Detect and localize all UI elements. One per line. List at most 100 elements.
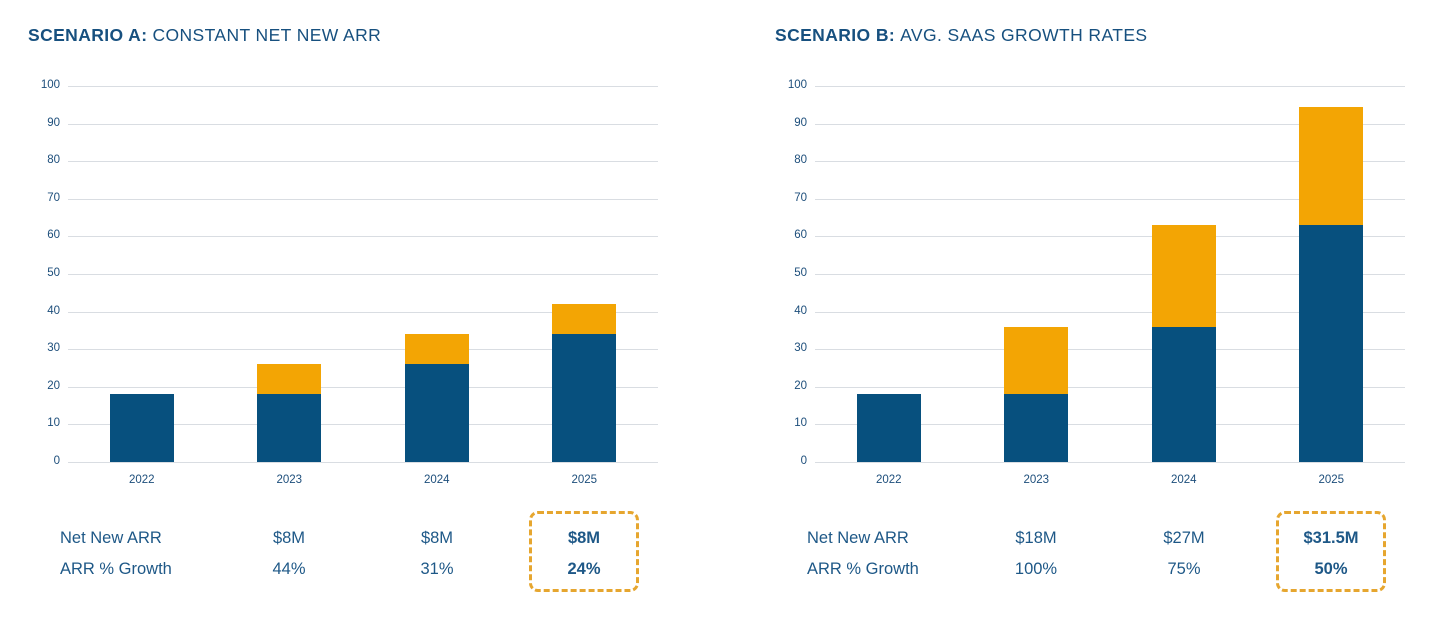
- chart-scenario-b: 0 10 20 30 40 50 60 70 80 90 100 2022 2023 2024 2025: [775, 75, 1435, 495]
- table-value: $8M: [272, 529, 306, 547]
- gridline: 80: [47, 154, 658, 166]
- y-axis-label: 50: [47, 267, 60, 279]
- table-row: ARR % Growth 100% 75% 50%: [775, 554, 1435, 585]
- gridline: 0: [801, 455, 1405, 467]
- table-value: 44%: [272, 560, 306, 578]
- table-value: $27M: [1163, 529, 1205, 547]
- x-axis-label: 2025: [1318, 474, 1345, 486]
- scenario-b-title-prefix: SCENARIO B:: [775, 25, 896, 45]
- x-axis-label: 2024: [1170, 474, 1197, 486]
- y-axis-label: 90: [47, 116, 60, 129]
- y-axis-label: 10: [794, 417, 807, 430]
- y-axis-label: 30: [47, 342, 60, 355]
- table-value: 24%: [567, 560, 601, 578]
- gridline: 60: [47, 229, 658, 241]
- x-axis-label: 2023: [276, 474, 303, 486]
- highlight-box-2025-scenario-b: [1276, 511, 1386, 592]
- table-row: Net New ARR $18M $27M $31.5M: [775, 523, 1435, 554]
- y-axis-label: 30: [794, 342, 807, 355]
- gridline: 70: [794, 192, 1405, 204]
- gridline: 0: [54, 455, 658, 467]
- bar-segment: [1151, 326, 1216, 462]
- gridline: 90: [47, 117, 658, 129]
- gridline: 30: [794, 342, 1405, 354]
- bar-segment: [1299, 225, 1364, 462]
- x-axis-label: 2022: [128, 474, 155, 486]
- table-value: 75%: [1167, 560, 1201, 578]
- gridline: 50: [794, 267, 1405, 279]
- gridline: 20: [794, 380, 1405, 392]
- y-axis-label: 100: [787, 79, 807, 91]
- gridline: 100: [788, 79, 1405, 91]
- table-row-label: Net New ARR: [807, 529, 909, 547]
- metrics-table-scenario-a: Net New ARR $8M $8M $8M ARR % Growth 44% 31% 24…: [28, 523, 688, 585]
- scenario-a-title: SCENARIO A: CONSTANT NET NEW ARR: [28, 25, 693, 46]
- scenario-b-title: SCENARIO B: AVG. SAAS GROWTH RATES: [775, 25, 1438, 46]
- gridline: 90: [794, 117, 1405, 129]
- table-value: 50%: [1314, 560, 1348, 578]
- table-row-label: ARR % Growth: [807, 560, 919, 578]
- gridline: 10: [47, 417, 658, 429]
- plot-area-scenario-a: 0 10 20 30 40 50 60 70 80 90 100 2022 2023 2024 2025: [41, 79, 658, 486]
- x-axis-label: 2025: [571, 474, 598, 486]
- bar-segment: [552, 304, 617, 335]
- y-axis-label: 0: [800, 455, 807, 467]
- gridline: 70: [47, 192, 658, 204]
- scenario-b-title-text: AVG. SAAS GROWTH RATES: [900, 25, 1148, 45]
- y-axis-label: 0: [53, 455, 60, 467]
- table-value: 100%: [1014, 560, 1058, 578]
- y-axis-label: 100: [40, 79, 60, 91]
- bar-segment: [856, 394, 921, 462]
- bar-segment: [404, 364, 469, 462]
- x-axis-label: 2024: [423, 474, 450, 486]
- bar-segment: [552, 334, 617, 462]
- gridline: 30: [47, 342, 658, 354]
- scenario-a-title-text: CONSTANT NET NEW ARR: [152, 25, 382, 45]
- plot-area-scenario-b: 0 10 20 30 40 50 60 70 80 90 100 2022 2023 2024 2025: [788, 79, 1405, 486]
- x-axis-label: 2022: [875, 474, 902, 486]
- y-axis-label: 20: [47, 379, 60, 392]
- bar-segment: [257, 394, 322, 462]
- y-axis-label: 20: [794, 379, 807, 392]
- gridline: 40: [794, 305, 1405, 317]
- y-axis-label: 40: [794, 304, 807, 317]
- y-axis-label: 70: [47, 191, 60, 204]
- bar-segment: [1151, 225, 1216, 327]
- scenario-b-panel: SCENARIO B: AVG. SAAS GROWTH RATES 0 10 20 3…: [775, 25, 1438, 605]
- bar-segment: [257, 364, 322, 395]
- gridline: 80: [794, 154, 1405, 166]
- chart-scenario-a: 0 10 20 30 40 50 60 70 80 90 100 2022 2023 2024 2025: [28, 75, 688, 495]
- y-axis-label: 90: [794, 116, 807, 129]
- y-axis-label: 60: [794, 229, 807, 242]
- scenario-a-panel: SCENARIO A: CONSTANT NET NEW ARR 0 10 20 30 4…: [28, 25, 693, 605]
- table-value: $8M: [567, 529, 601, 547]
- table-row: ARR % Growth 44% 31% 24%: [28, 554, 688, 585]
- y-axis-label: 40: [47, 304, 60, 317]
- table-row-label: ARR % Growth: [60, 560, 172, 578]
- table-row-label: Net New ARR: [60, 529, 162, 547]
- table-row: Net New ARR $8M $8M $8M: [28, 523, 688, 554]
- gridline: 20: [47, 380, 658, 392]
- y-axis-label: 80: [794, 154, 807, 167]
- bar-segment: [404, 334, 469, 365]
- scenario-a-title-prefix: SCENARIO A:: [28, 25, 148, 45]
- y-axis-label: 80: [47, 154, 60, 167]
- highlight-box-2025-scenario-a: [529, 511, 639, 592]
- bar-segment: [1004, 326, 1069, 395]
- gridline: 50: [47, 267, 658, 279]
- bar-segment: [109, 394, 174, 462]
- bar-segment: [1299, 106, 1364, 226]
- gridline: 10: [794, 417, 1405, 429]
- table-value: $31.5M: [1303, 529, 1359, 547]
- metrics-table-scenario-b: Net New ARR $18M $27M $31.5M ARR % Growth 100…: [775, 523, 1435, 585]
- y-axis-label: 50: [794, 267, 807, 279]
- y-axis-label: 70: [794, 191, 807, 204]
- gridline: 60: [794, 229, 1405, 241]
- bar-segment: [1004, 394, 1069, 462]
- y-axis-label: 60: [47, 229, 60, 242]
- table-value: 31%: [420, 560, 454, 578]
- y-axis-label: 10: [47, 417, 60, 430]
- table-value: $8M: [420, 529, 454, 547]
- table-value: $18M: [1015, 529, 1057, 547]
- gridline: 100: [41, 79, 658, 91]
